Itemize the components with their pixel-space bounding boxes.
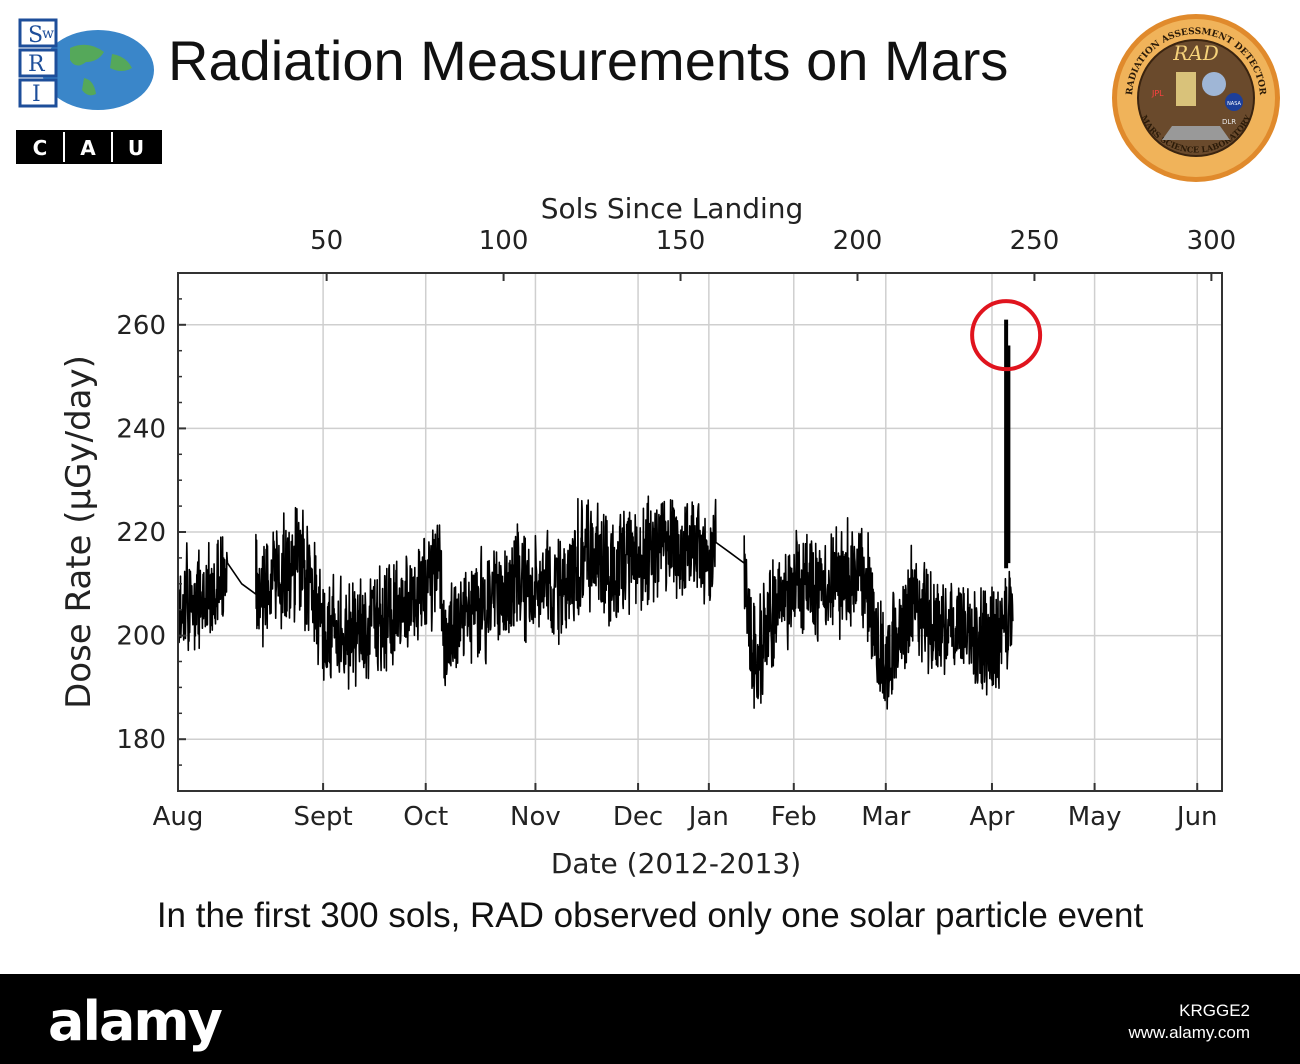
detector-icon	[1176, 72, 1196, 106]
x-tick-label: Sept	[293, 802, 352, 832]
slide-title: Radiation Measurements on Mars	[168, 29, 1009, 92]
y-tick-label: 220	[116, 518, 166, 548]
x-tick-label: Apr	[969, 802, 1014, 832]
x-tick-label: Jan	[687, 802, 729, 832]
watermark-brand: alamy	[48, 990, 223, 1053]
x-tick-label: May	[1068, 802, 1122, 832]
globe-icon	[42, 30, 154, 110]
patch-center-label: RAD	[1172, 41, 1219, 65]
y-axis-title: Dose Rate (µGy/day)	[59, 355, 99, 709]
stock-info: KRGGE2 www.alamy.com	[1128, 1000, 1250, 1044]
x-tick-label: Nov	[510, 802, 561, 832]
cau-letter: A	[80, 136, 96, 160]
dose-rate-chart: 180 200 220 240 260 Aug Sept Oct Nov Dec Jan Feb Mar…	[59, 192, 1236, 880]
patch-badge: DLR	[1222, 118, 1236, 126]
patch-badge: NASA	[1227, 101, 1241, 107]
nasa-icon	[1225, 93, 1243, 111]
y-tick-label: 180	[116, 725, 166, 755]
cau-letter: U	[128, 136, 144, 160]
slide-caption: In the first 300 sols, RAD observed only…	[156, 896, 1144, 935]
x-tick-label: Jun	[1175, 802, 1218, 832]
x-axis-title: Date (2012-2013)	[551, 847, 801, 880]
x2-tick-label: 300	[1187, 226, 1237, 256]
x-tick-label: Mar	[861, 802, 910, 832]
swri-logo: S w R I C A U	[16, 18, 162, 164]
x2-tick-label: 50	[310, 226, 343, 256]
x2-axis-title: Sols Since Landing	[541, 192, 804, 225]
x2-tick-label: 100	[479, 226, 529, 256]
cau-letter: C	[33, 136, 48, 160]
patch-badge: JPL	[1151, 89, 1164, 98]
x2-tick-label: 250	[1010, 226, 1060, 256]
swri-letter: S	[28, 23, 43, 48]
x-tick-label: Feb	[771, 802, 817, 832]
particle-icon	[1202, 72, 1226, 96]
swri-letter: I	[32, 82, 41, 107]
stock-site: www.alamy.com	[1128, 1023, 1250, 1042]
grid-layer	[178, 273, 1222, 791]
watermark-footer: alamy KRGGE2 www.alamy.com	[0, 974, 1300, 1064]
rad-mission-patch: RADIATION ASSESSMENT DETECTOR MARS SCIEN…	[1112, 14, 1280, 182]
rover-icon	[1162, 126, 1230, 140]
x-tick-label: Oct	[403, 802, 448, 832]
axis-layer: 180 200 220 240 260 Aug Sept Oct Nov Dec Jan Feb Mar…	[116, 226, 1236, 832]
stock-image-id: KRGGE2	[1179, 1001, 1250, 1020]
y-tick-label: 260	[116, 311, 166, 341]
solar-event-highlight-circle	[970, 299, 1043, 372]
x2-tick-label: 200	[833, 226, 883, 256]
series-layer	[177, 299, 1043, 710]
swri-letter: R	[28, 52, 46, 77]
x-tick-label: Dec	[613, 802, 663, 832]
dose-rate-series	[177, 495, 1014, 710]
y-tick-label: 200	[116, 622, 166, 652]
swri-letter: w	[42, 26, 54, 42]
x2-tick-label: 150	[656, 226, 706, 256]
y-tick-label: 240	[116, 414, 166, 444]
x-tick-label: Aug	[153, 802, 204, 832]
